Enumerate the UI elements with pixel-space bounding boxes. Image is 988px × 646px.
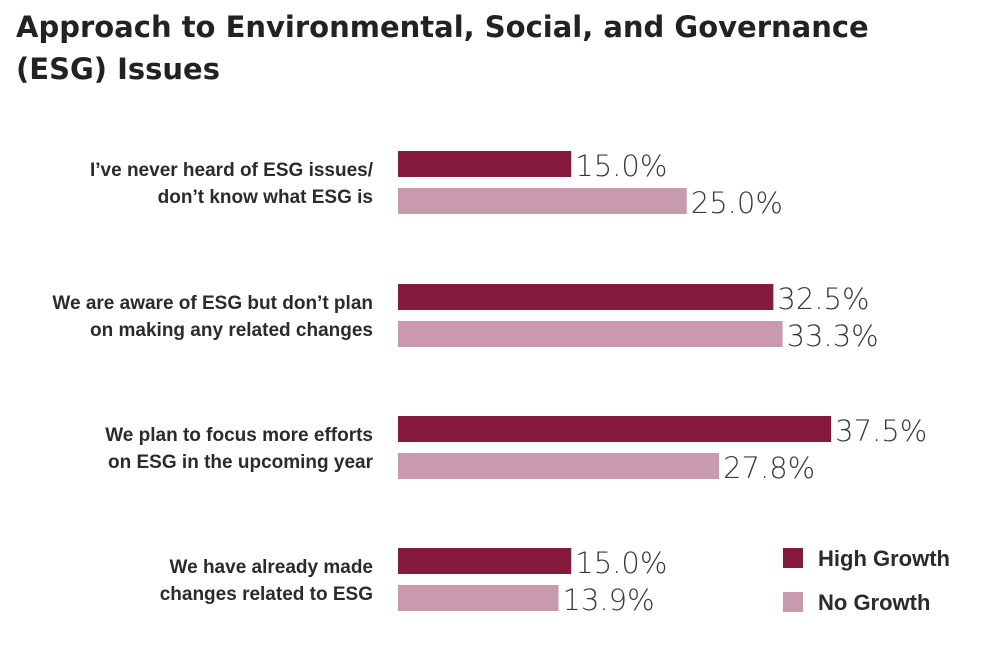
chart-title: Approach to Environmental, Social, and G… [16,10,869,86]
category-label: on making any related changes [90,320,373,341]
data-label: 13.9% [563,583,655,617]
category-label: changes related to ESG [160,584,373,605]
category-label: I’ve never heard of ESG issues/ [90,160,374,181]
bar-high-growth [398,548,572,574]
data-label: 27.8% [723,451,815,485]
legend-swatch [783,592,803,612]
category-label: on ESG in the upcoming year [108,452,374,473]
bar-high-growth [398,416,832,442]
bar-no-growth [398,321,783,347]
legend-swatch [783,548,803,568]
data-label: 33.3% [787,319,879,353]
category-label: We plan to focus more efforts [105,425,373,446]
legend-label: No Growth [818,590,930,615]
bar-high-growth [398,151,572,177]
bar-no-growth [398,188,687,214]
bar-no-growth [398,453,720,479]
data-label: 15.0% [575,546,667,580]
category-label: We are aware of ESG but don’t plan [52,293,373,314]
category-label: don’t know what ESG is [158,187,373,208]
data-label: 37.5% [835,414,927,448]
category-label: We have already made [170,557,373,578]
bar-no-growth [398,585,559,611]
bar-high-growth [398,284,774,310]
data-label: 15.0% [575,149,667,183]
data-label: 25.0% [691,186,783,220]
data-label: 32.5% [777,282,869,316]
legend-label: High Growth [818,546,950,571]
